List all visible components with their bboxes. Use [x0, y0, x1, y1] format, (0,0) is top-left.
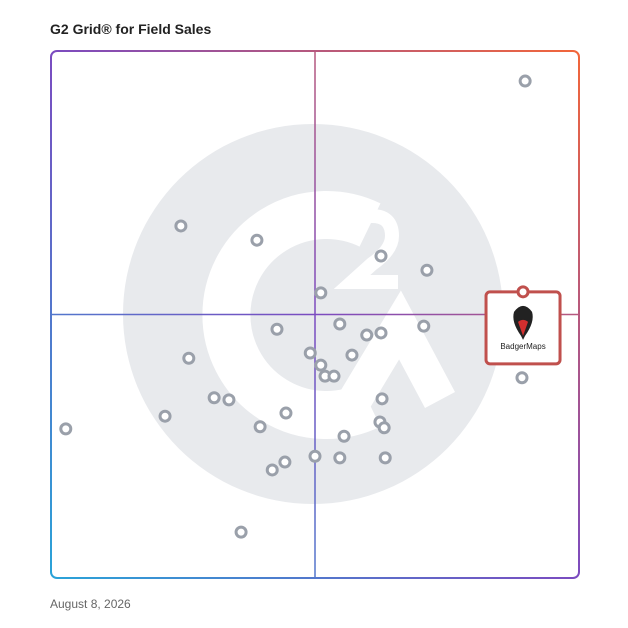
logo-icon: [518, 319, 529, 336]
point: [420, 263, 434, 277]
point: [234, 525, 248, 539]
point: [378, 451, 392, 465]
point: [250, 233, 264, 247]
point: [518, 74, 532, 88]
point: [360, 328, 374, 342]
point: [279, 406, 293, 420]
date: August 8, 2026: [50, 597, 131, 611]
point: [417, 319, 431, 333]
point: [327, 369, 341, 383]
point: [515, 371, 529, 385]
point: [314, 286, 328, 300]
point: [222, 393, 236, 407]
point: [375, 392, 389, 406]
point: [374, 249, 388, 263]
point: [59, 422, 73, 436]
point: [333, 317, 347, 331]
point: [182, 351, 196, 365]
point: [374, 326, 388, 340]
point: [253, 420, 267, 434]
point: [278, 455, 292, 469]
point: [377, 421, 391, 435]
point: [337, 429, 351, 443]
point: [158, 409, 172, 423]
point: [174, 219, 188, 233]
point: [308, 449, 322, 463]
point: [265, 463, 279, 477]
point: [345, 348, 359, 362]
point: [270, 322, 284, 336]
chart-title: G2 Grid® for Field Sales: [50, 21, 211, 37]
grid-frame: [50, 50, 580, 579]
point: [333, 451, 347, 465]
point: [314, 358, 328, 372]
highlight-point: [516, 285, 530, 299]
highlight-marker: BadgerMaps: [484, 285, 562, 366]
point: [303, 346, 317, 360]
logo-label: BadgerMaps: [500, 342, 545, 351]
point: [207, 391, 221, 405]
